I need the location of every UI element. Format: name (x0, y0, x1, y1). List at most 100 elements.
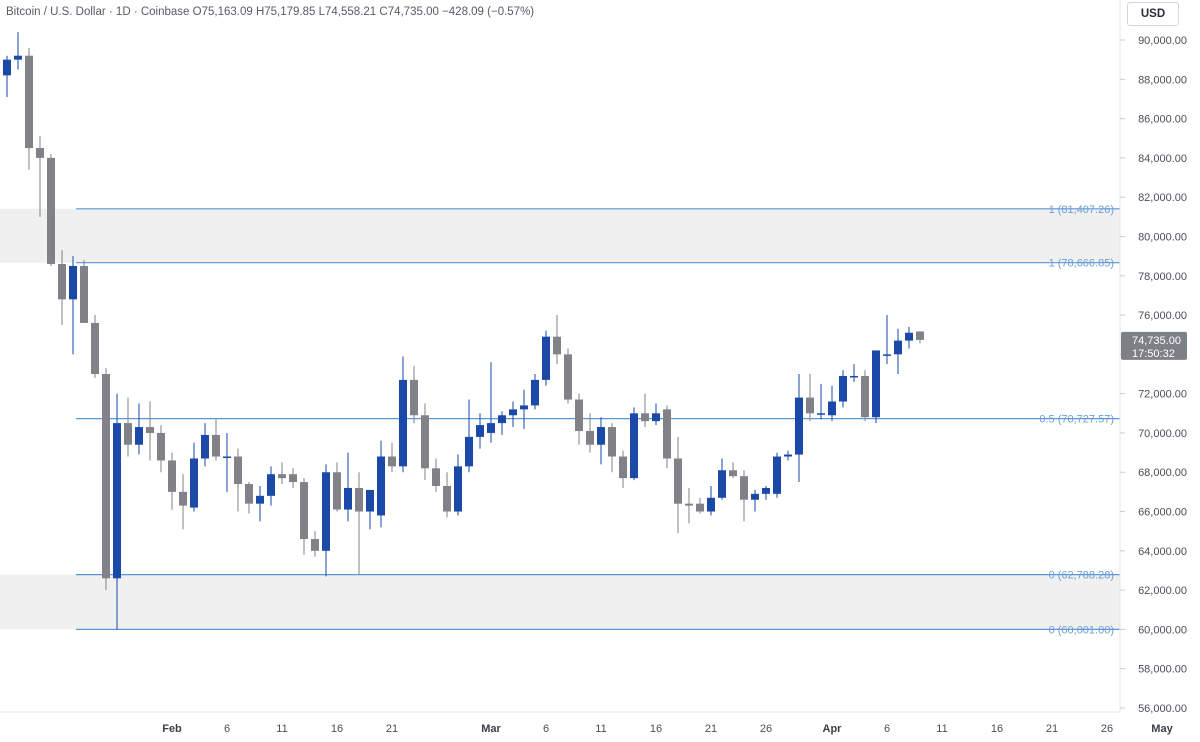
candle-body (267, 474, 275, 496)
candle-body (311, 539, 319, 551)
candle-body (575, 399, 583, 431)
candle-body (421, 415, 429, 469)
currency-button[interactable]: USD (1127, 2, 1179, 26)
candle-body (916, 331, 924, 340)
candle-body (289, 474, 297, 483)
candle-body (366, 489, 374, 512)
candle-body (168, 460, 176, 492)
price-zones (0, 208, 1120, 630)
candle-body (520, 405, 528, 410)
candle-body (454, 466, 462, 512)
candle-body (883, 354, 891, 356)
candle-body (25, 55, 33, 149)
time-tick-label: 6 (543, 723, 549, 735)
time-tick-label: 21 (386, 723, 398, 735)
price-tick-label: 90,000.00 (1138, 35, 1187, 47)
candle-body (278, 474, 286, 479)
candle-body (465, 436, 473, 467)
price-tick-label: 62,000.00 (1138, 585, 1187, 597)
time-tick-label: 11 (276, 723, 287, 735)
candle-body (212, 434, 220, 457)
candle-body (377, 456, 385, 516)
candle-body (256, 495, 264, 504)
price-tick-label: 80,000.00 (1138, 231, 1187, 243)
candle-body (806, 397, 814, 414)
candle-body (487, 423, 495, 433)
candle-body (3, 59, 11, 76)
time-tick-label: 16 (991, 723, 1003, 735)
price-tick-label: 86,000.00 (1138, 114, 1187, 126)
fib-level-label: 1 (78,666.85) (1049, 258, 1114, 270)
candle-body (157, 432, 165, 461)
candle-body (641, 413, 649, 422)
candle-body (773, 456, 781, 494)
candle-body (905, 332, 913, 341)
current-price-box (1121, 331, 1187, 360)
price-tick-label: 70,000.00 (1138, 428, 1187, 440)
candle-body (850, 375, 858, 378)
candle-body (619, 456, 627, 479)
candle-body (597, 427, 605, 445)
candle-body (663, 409, 671, 459)
candle-body (179, 491, 187, 506)
candle-body (817, 413, 825, 415)
price-tick-label: 58,000.00 (1138, 664, 1187, 676)
price-tick-label: 72,000.00 (1138, 389, 1187, 401)
candle-body (432, 468, 440, 486)
candle-body (124, 423, 132, 445)
candle-body (399, 379, 407, 467)
time-tick-label: Apr (823, 723, 843, 735)
candle-body (322, 472, 330, 551)
candle-body (509, 409, 517, 416)
price-tick-label: 88,000.00 (1138, 74, 1187, 86)
price-tick-label: 84,000.00 (1138, 153, 1187, 165)
candle-body (58, 263, 66, 300)
candle-body (201, 434, 209, 459)
candle-body (784, 454, 792, 457)
candle-body (47, 157, 55, 264)
price-tick-label: 56,000.00 (1138, 703, 1187, 715)
candle-body (718, 470, 726, 498)
candle-body (388, 456, 396, 467)
ohlc-change: −428.09 (−0.57%) (442, 6, 535, 18)
candle-body (355, 487, 363, 512)
candle-body (498, 415, 506, 424)
price-tick-label: 66,000.00 (1138, 507, 1187, 519)
candle-body (476, 425, 484, 437)
candle-body (410, 379, 418, 416)
candle-body (696, 503, 704, 512)
time-tick-label: 26 (1101, 723, 1113, 735)
candle-body (190, 458, 198, 508)
price-tick-label: 76,000.00 (1138, 310, 1187, 322)
candle-body (872, 350, 880, 418)
ohlc-open: O75,163.09 (192, 6, 253, 18)
candle-body (300, 482, 308, 540)
candle-body (113, 423, 121, 579)
fib-level-label: 0.5 (70,727.57) (1039, 414, 1114, 426)
symbol-header: Bitcoin / U.S. Dollar · 1D · Coinbase O7… (6, 6, 534, 18)
candle-body (894, 340, 902, 355)
candle-body (135, 427, 143, 445)
candle-body (630, 413, 638, 479)
time-tick-label: Mar (481, 723, 501, 735)
candle-body (80, 265, 88, 323)
candle-body (586, 430, 594, 445)
current-price-value: 74,735.00 (1132, 335, 1181, 347)
time-tick-label: Feb (162, 723, 182, 735)
ohlc-high: H75,179.85 (255, 6, 316, 18)
candle-body (652, 413, 660, 422)
time-axis: Feb 6 11 16 21 Mar 6 11 16 21 26 Apr 6 11 16 21 26 May (162, 723, 1173, 735)
candle-body (91, 322, 99, 374)
candle-body (707, 497, 715, 512)
time-tick-label: 26 (760, 723, 772, 735)
candle-body (740, 476, 748, 500)
candle-body (553, 336, 561, 355)
fib-level-label: 0 (62,788.28) (1049, 570, 1114, 582)
current-price-countdown: 17:50:32 (1132, 348, 1175, 360)
fib-levels: 1 (81,407.26) 1 (78,666.85) 0.5 (70,727.57… (76, 204, 1120, 636)
candle-body (542, 336, 550, 380)
candles (3, 32, 924, 630)
time-tick-label: 16 (650, 723, 662, 735)
